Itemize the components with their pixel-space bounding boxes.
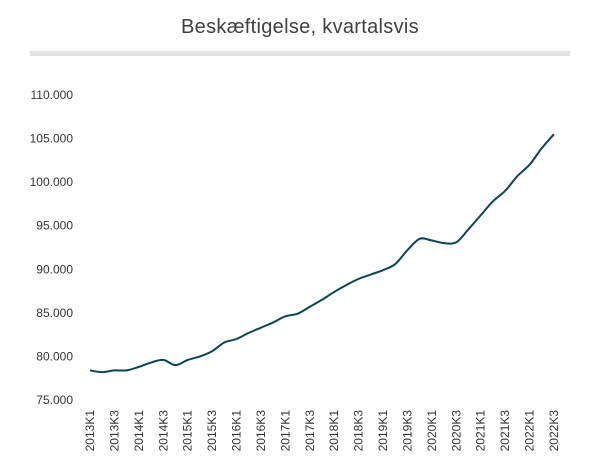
- x-tick-label: 2016K1: [230, 410, 244, 452]
- x-tick-label: 2013K3: [107, 410, 121, 452]
- y-axis: 75.000 80.000 85.000 90.000 95.000 100.000 105…: [30, 88, 74, 407]
- x-tick-label: 2019K3: [400, 410, 414, 452]
- y-tick-label: 85.000: [36, 306, 73, 320]
- series-line: [89, 133, 555, 374]
- x-tick-label: 2017K1: [278, 410, 292, 452]
- x-tick-label: 2015K3: [205, 410, 219, 452]
- x-axis: 2013K1 2013K3 2014K1 2014K3 2015K1 2015K3 2016…: [83, 410, 561, 452]
- x-tick-label: 2014K3: [156, 410, 170, 452]
- x-tick-label: 2016K3: [254, 410, 268, 452]
- x-tick-label: 2014K1: [132, 410, 146, 452]
- y-tick-label: 90.000: [36, 262, 73, 276]
- x-tick-label: 2015K1: [181, 410, 195, 452]
- y-tick-label: 100.000: [30, 175, 74, 189]
- x-tick-label: 2018K3: [352, 410, 366, 452]
- x-tick-label: 2018K1: [327, 410, 341, 452]
- x-tick-label: 2017K3: [303, 410, 317, 452]
- y-tick-label: 95.000: [36, 219, 73, 233]
- chart-title: Beskæftigelse, kvartalsvis: [181, 16, 419, 38]
- x-tick-label: 2022K1: [523, 410, 537, 452]
- x-tick-label: 2013K1: [83, 410, 97, 452]
- x-tick-label: 2020K3: [449, 410, 463, 452]
- x-tick-label: 2019K1: [376, 410, 390, 452]
- y-tick-label: 75.000: [36, 393, 73, 407]
- plot-area: [89, 133, 555, 374]
- title-divider: [30, 51, 570, 56]
- y-tick-label: 110.000: [31, 88, 74, 102]
- x-tick-label: 2021K3: [498, 410, 512, 452]
- x-tick-label: 2020K1: [425, 410, 439, 452]
- y-tick-label: 80.000: [36, 349, 73, 363]
- x-tick-label: 2021K1: [474, 410, 488, 452]
- y-tick-label: 105.000: [30, 132, 74, 146]
- x-tick-label: 2022K3: [547, 410, 561, 452]
